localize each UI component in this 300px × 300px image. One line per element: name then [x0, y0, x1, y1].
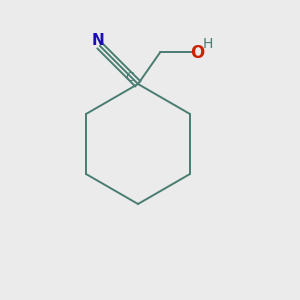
- Text: C: C: [125, 71, 134, 84]
- Text: H: H: [202, 37, 213, 51]
- Text: O: O: [190, 44, 204, 62]
- Text: N: N: [92, 33, 105, 48]
